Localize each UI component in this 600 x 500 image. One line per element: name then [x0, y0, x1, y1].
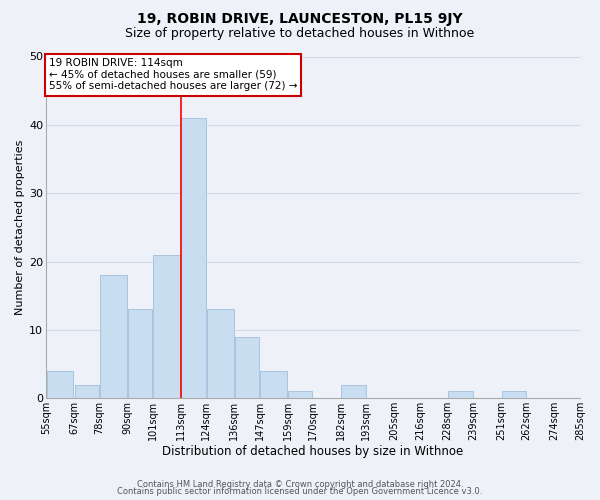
Bar — [260, 371, 287, 398]
Bar — [448, 392, 473, 398]
Bar — [207, 310, 233, 398]
Text: 19, ROBIN DRIVE, LAUNCESTON, PL15 9JY: 19, ROBIN DRIVE, LAUNCESTON, PL15 9JY — [137, 12, 463, 26]
Bar — [154, 254, 180, 398]
Bar — [47, 371, 73, 398]
Bar — [235, 336, 259, 398]
Bar — [100, 275, 127, 398]
Bar — [74, 384, 99, 398]
Bar — [288, 392, 313, 398]
Bar — [341, 384, 366, 398]
Y-axis label: Number of detached properties: Number of detached properties — [15, 140, 25, 315]
Text: Contains HM Land Registry data © Crown copyright and database right 2024.: Contains HM Land Registry data © Crown c… — [137, 480, 463, 489]
Bar — [181, 118, 206, 398]
Bar — [502, 392, 526, 398]
Text: 19 ROBIN DRIVE: 114sqm
← 45% of detached houses are smaller (59)
55% of semi-det: 19 ROBIN DRIVE: 114sqm ← 45% of detached… — [49, 58, 297, 92]
X-axis label: Distribution of detached houses by size in Withnoe: Distribution of detached houses by size … — [163, 444, 464, 458]
Text: Size of property relative to detached houses in Withnoe: Size of property relative to detached ho… — [125, 28, 475, 40]
Text: Contains public sector information licensed under the Open Government Licence v3: Contains public sector information licen… — [118, 487, 482, 496]
Bar — [128, 310, 152, 398]
